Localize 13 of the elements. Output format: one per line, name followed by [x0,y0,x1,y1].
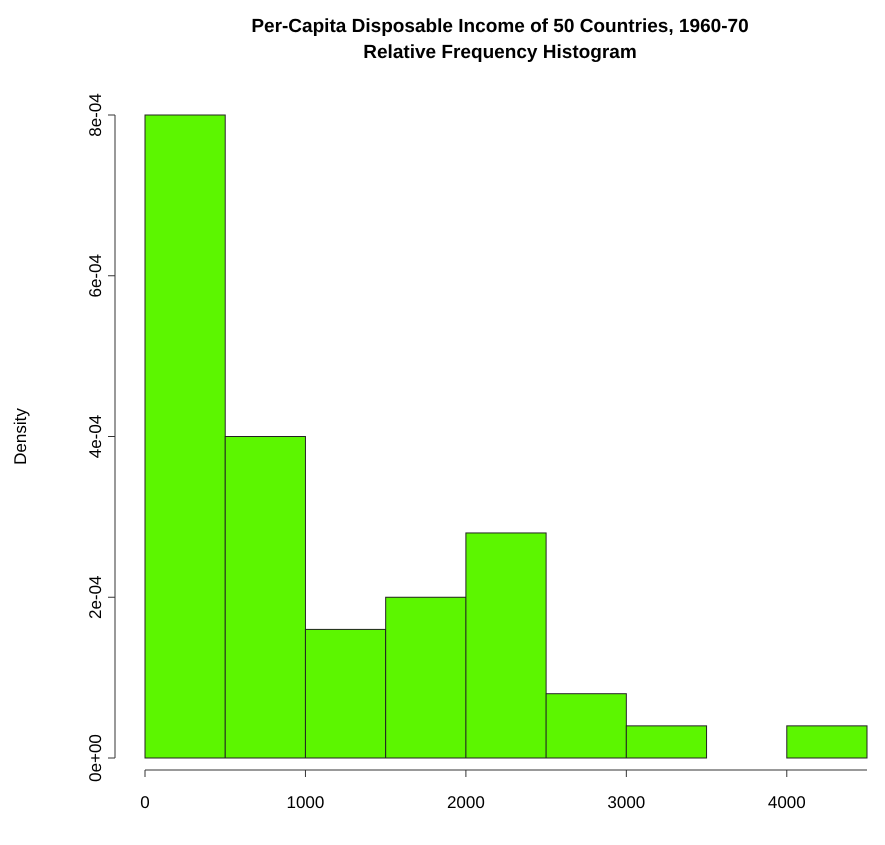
x-tick-label: 4000 [768,793,806,812]
chart-title: Per-Capita Disposable Income of 50 Countries, 1960-70 [251,16,749,37]
y-tick-label: 2e-04 [86,576,105,619]
y-tick-label: 4e-04 [86,414,105,458]
y-tick-label: 0e+00 [86,734,105,782]
chart-subtitle: Relative Frequency Histogram [363,42,637,63]
y-axis-title: Density [11,408,30,465]
x-tick-label: 0 [140,793,150,812]
x-tick-label: 2000 [446,793,485,812]
x-tick-label: 3000 [607,793,646,812]
y-tick-label: 8e-04 [86,93,105,137]
y-tick-label: 6e-04 [86,254,105,298]
x-tick-label: 1000 [286,793,324,812]
